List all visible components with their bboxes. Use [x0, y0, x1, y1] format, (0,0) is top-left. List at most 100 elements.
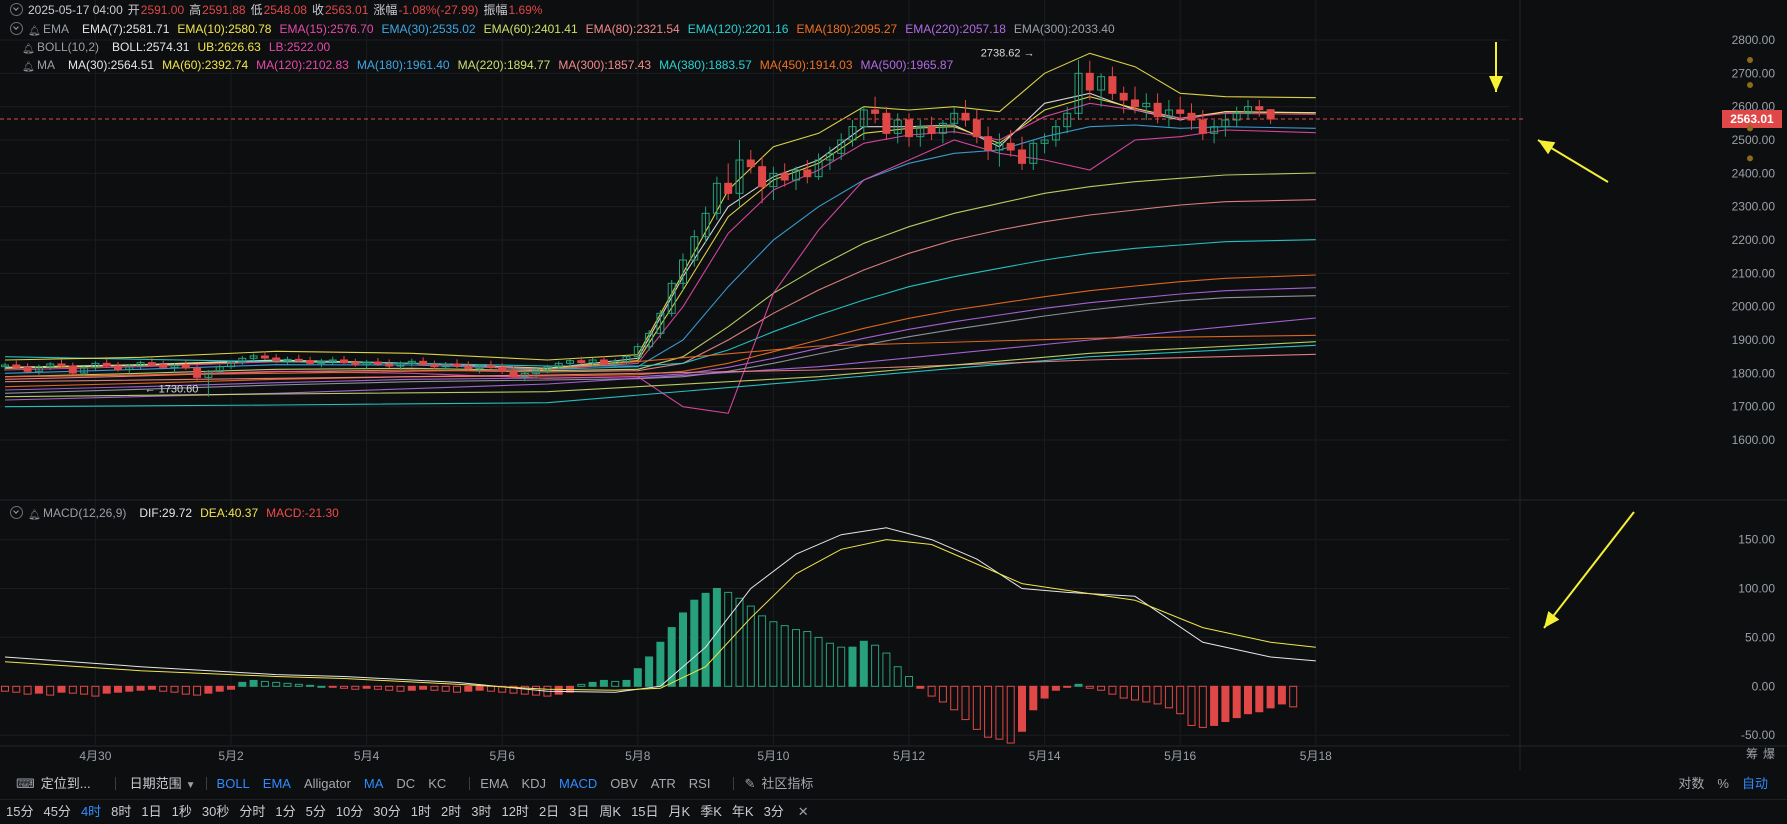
sub-indicator-rsi[interactable]: RSI — [688, 776, 711, 791]
timeframe-2[interactable]: 2日 — [538, 804, 560, 819]
main-indicator-ema[interactable]: EMA — [262, 776, 291, 791]
date-range-button[interactable]: 日期范围 — [129, 776, 182, 791]
scale-option-[interactable]: 对数 — [1678, 776, 1705, 791]
timeframe-30[interactable]: 30秒 — [201, 804, 230, 819]
candle-body — [498, 366, 507, 372]
ema-legend-item: EMA(15):2576.70 — [279, 22, 374, 36]
chart-canvas[interactable]: 1600.00 1700.00 1800.00 1900.00 2000.00 2100.… — [0, 0, 1787, 772]
macd-bar — [238, 681, 247, 687]
macd-legend-item: DIF:29.72 — [139, 506, 193, 520]
boll-legend-name: BOLL(10,2) — [37, 40, 100, 54]
ma-legend-item: MA(380):1883.57 — [659, 58, 752, 72]
edit-icon[interactable]: ✎ — [744, 776, 756, 791]
timeframe-8[interactable]: 8时 — [111, 804, 132, 819]
candle-body — [80, 367, 89, 374]
macd-bar — [317, 685, 326, 688]
timeframe-k[interactable]: 月K — [668, 804, 691, 819]
divider — [205, 777, 207, 790]
macd-bar — [464, 685, 473, 692]
candle-body — [532, 369, 541, 374]
main-indicator-kc[interactable]: KC — [428, 776, 447, 791]
sub-indicator-kdj[interactable]: KDJ — [521, 776, 546, 791]
change-label: 涨幅 — [373, 3, 398, 17]
candle-body — [972, 119, 981, 138]
y-tick-label: 2800.00 — [1732, 33, 1776, 47]
collapse-toggle-icon[interactable] — [10, 3, 23, 16]
ema-toggle-icon[interactable] — [10, 22, 23, 35]
alert-bell-icon[interactable]: 🔔︎ — [22, 44, 35, 55]
indicator-line — [4, 129, 1316, 414]
timeframe-k[interactable]: 年K — [731, 804, 754, 819]
timeframe-1[interactable]: 1秒 — [171, 804, 192, 819]
main-indicator-dc[interactable]: DC — [396, 776, 416, 791]
scale-option-[interactable]: % — [1717, 776, 1729, 791]
timeframe-k[interactable]: 季K — [700, 804, 722, 819]
scale-option-[interactable]: 自动 — [1741, 776, 1768, 791]
main-indicator-alligator[interactable]: Alligator — [303, 776, 351, 791]
macd-bar — [577, 683, 586, 687]
candle-body — [34, 366, 43, 372]
candle-body — [260, 355, 269, 359]
macd-bar — [125, 685, 134, 692]
sub-indicator-atr[interactable]: ATR — [650, 776, 676, 791]
boll-legend-item: BOLL:2574.31 — [112, 40, 190, 54]
chip-label[interactable]: 筹 — [1746, 747, 1759, 761]
candle-body — [859, 109, 868, 128]
x-tick-label: 5月16 — [1164, 749, 1196, 763]
timeframe-3[interactable]: 3时 — [471, 804, 492, 819]
alert-bell-icon[interactable]: 🔔︎ — [28, 26, 41, 37]
y-tick-label: 1800.00 — [1732, 366, 1776, 380]
sub-indicator-ema[interactable]: EMA — [480, 776, 509, 791]
chart-background — [0, 0, 1787, 772]
timeframe-1[interactable]: 1分 — [275, 804, 296, 819]
community-indicators-button[interactable]: 社区指标 — [761, 776, 814, 791]
locate-icon[interactable]: ⌨︎ — [16, 776, 35, 791]
locate-button[interactable]: 定位到... — [40, 776, 91, 791]
main-indicator-boll[interactable]: BOLL — [216, 776, 250, 791]
macd-bar — [633, 668, 642, 687]
macd-bar — [351, 685, 360, 690]
alert-bell-icon[interactable]: 🔔︎ — [22, 62, 35, 73]
timeframe-[interactable]: 分时 — [239, 804, 266, 819]
macd-bar — [893, 666, 902, 687]
ohlc-header: 2025-05-17 04:00 开2591.00 高2591.88 低2548.08… — [0, 1, 547, 19]
macd-bar — [667, 627, 676, 687]
timeframe-3[interactable]: 3日 — [569, 804, 590, 819]
timeframe-1[interactable]: 1日 — [141, 804, 162, 819]
main-indicator-ma[interactable]: MA — [363, 776, 384, 791]
candle-body — [12, 364, 21, 368]
timeframe-5[interactable]: 5分 — [305, 804, 326, 819]
timeframe-2[interactable]: 2时 — [441, 804, 462, 819]
macd-bar — [825, 642, 834, 687]
timeframe-4[interactable]: 4时 — [80, 804, 102, 819]
y-tick-label: 2500.00 — [1732, 133, 1776, 147]
macd-bar — [1142, 685, 1151, 703]
candle-body — [712, 182, 721, 214]
timeframe-45[interactable]: 45分 — [43, 804, 71, 819]
indicator-line — [4, 295, 1316, 394]
timeframe-3[interactable]: 3分 — [763, 804, 784, 819]
timeframe-10[interactable]: 10分 — [335, 804, 364, 819]
sub-indicator-macd[interactable]: MACD — [559, 776, 598, 791]
timeframe-k[interactable]: 周K — [599, 804, 622, 819]
chevron-down-icon[interactable]: ▼ — [185, 780, 196, 791]
timeframe-15[interactable]: 15分 — [6, 804, 34, 819]
macd-bar — [1289, 685, 1298, 708]
macd-toggle-icon[interactable] — [10, 506, 23, 519]
candle-body — [837, 139, 846, 154]
ma-legend-item: MA(500):1965.87 — [860, 58, 954, 72]
candle-body — [1255, 106, 1264, 111]
macd-bar — [453, 685, 461, 693]
alert-bell-icon[interactable]: 🔔︎ — [28, 510, 41, 521]
indicator-line — [4, 334, 1316, 378]
candle-body — [1232, 112, 1241, 121]
sub-indicator-obv[interactable]: OBV — [610, 776, 638, 791]
timeframe-30[interactable]: 30分 — [373, 804, 401, 819]
close-icon[interactable]: ✕ — [797, 804, 809, 819]
liquidation-label[interactable]: 爆 — [1763, 747, 1776, 761]
timeframe-15[interactable]: 15日 — [631, 804, 659, 819]
timeframe-12[interactable]: 12时 — [501, 804, 529, 819]
macd-bar — [712, 587, 721, 687]
timeframe-1[interactable]: 1时 — [410, 804, 431, 819]
corner-labels: 筹爆 — [1746, 745, 1780, 763]
